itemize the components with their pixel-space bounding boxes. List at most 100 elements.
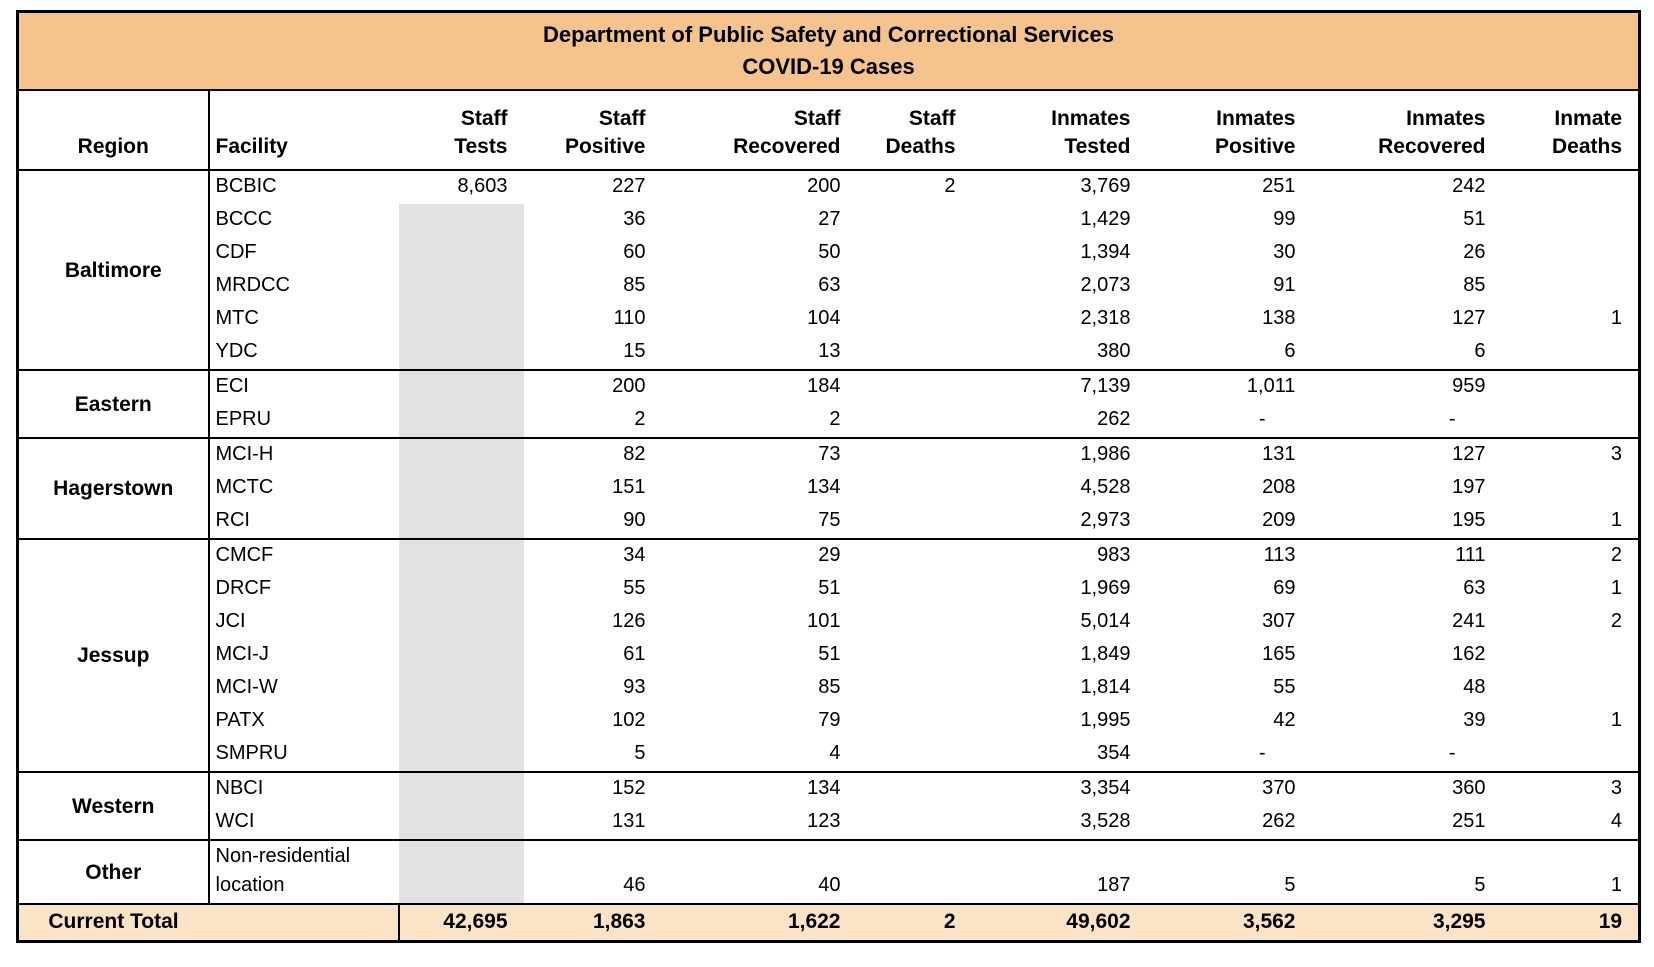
cell-staff_tests [398,336,524,370]
facility-name: MCI-H [208,437,399,472]
cell-inmates_positive: 131 [1146,437,1312,472]
cell-inmates_positive: 91 [1273,274,1296,296]
report-sheet: Department of Public Safety and Correcti… [16,10,1642,943]
cell-staff_positive: 5 [634,742,646,764]
cell-staff_positive: 200 [523,369,662,404]
cell-staff_positive: 85 [623,274,646,296]
covid-cases-table: Department of Public Safety and Correcti… [16,10,1642,943]
cell-staff_tests [398,672,524,705]
cell-staff_deaths [857,336,972,370]
cell-inmates_positive: 208 [1262,476,1296,498]
cell-staff_tests [398,606,524,639]
region-label-eastern: Eastern [17,369,210,438]
cell-inmates_tested: 5,014 [1080,610,1131,632]
current-total-label-cell: Current Total [17,903,400,942]
cell-inmates_positive: 69 [1273,577,1296,599]
cell-inmates_tested: 3,528 [1080,810,1131,832]
cell-inmates_positive: 6 [1284,340,1296,362]
facility-name: MCI-J [215,643,269,665]
cell-inmates_recovered: 241 [1452,610,1486,632]
cell-staff_tests [398,639,524,672]
cell-inmates_tested: 3,354 [971,771,1147,806]
facility-row: Baltimore BCBIC 8,603 227 200 2 3,769 251 242 [17,169,1640,370]
cell-inmates_positive: 209 [1262,509,1296,531]
cell-inmates_positive: 30 [1273,241,1296,263]
region-label-baltimore: Baltimore [17,169,210,370]
current-total-label: Current Total [48,910,179,933]
region-label-hagerstown: Hagerstown [17,437,210,539]
cell-inmate_deaths: 1 [1610,709,1623,731]
cell-inmates_positive: 99 [1273,208,1296,230]
cell-inmates_recovered: - [1448,742,1456,764]
cell-staff_recovered: 104 [807,307,841,329]
cell-staff_recovered: 200 [661,169,857,204]
facility-row: Eastern ECI 200 184 7,139 1,011 959 [17,369,1640,438]
facility-name: MCTC [215,476,274,498]
cell-staff_deaths [857,806,972,840]
column-header-inmate_deaths: Inmate Deaths [1501,90,1640,171]
cell-inmate_deaths [1501,169,1640,204]
cell-staff_tests: 8,603 [398,169,524,204]
cell-inmates_positive: 251 [1146,169,1312,204]
cell-staff_deaths [857,639,972,672]
facility-name: BCBIC [208,169,399,204]
current-total-row: Current Total 42,695 1,863 1,622 2 49,602 3,5… [17,903,1640,942]
cell-inmate_deaths: 1 [1610,577,1623,599]
cell-inmates_positive: - [1258,408,1266,430]
cell-inmate_deaths: 3 [1501,771,1640,806]
total-cell-inmate_deaths: 19 [1501,903,1640,942]
cell-staff_deaths [857,705,972,738]
cell-staff_positive: 60 [623,241,646,263]
title-row: Department of Public Safety and Correcti… [17,11,1640,91]
facility-row: Jessup CMCF 34 29 983 113 111 2 [17,538,1640,772]
cell-staff_recovered: 4 [829,742,841,764]
cell-staff_recovered: 50 [818,241,841,263]
cell-staff_recovered: 29 [661,538,857,573]
column-header-inmates_recovered: Inmates Recovered [1311,90,1502,171]
cell-staff_deaths [857,573,972,606]
facility-row: WCI 131 123 3,528 262 251 4 [18,806,1640,840]
cell-inmates_positive: 5 [1146,839,1312,904]
column-header-facility: Facility [208,90,399,171]
cell-inmates_positive: 42 [1273,709,1296,731]
cell-staff_positive: 93 [623,676,646,698]
facility-row: MCI-J 61 51 1,849 165 162 [18,639,1640,672]
column-header-staff_deaths: Staff Deaths [856,90,972,171]
facility-name: MTC [215,307,259,329]
total-cell-staff_tests: 42,695 [398,903,524,942]
cell-inmates_recovered: 51 [1463,208,1486,230]
cell-staff_positive: 126 [612,610,646,632]
cell-staff_deaths [856,771,972,806]
cell-staff_deaths [856,437,972,472]
facility-name: ECI [208,369,399,404]
cell-inmates_positive: 370 [1146,771,1312,806]
cell-inmate_deaths: 4 [1610,810,1623,832]
facility-row: MCI-W 93 85 1,814 55 48 [18,672,1640,705]
cell-inmates_recovered: 162 [1452,643,1486,665]
cell-inmate_deaths [1502,639,1640,672]
cell-inmates_positive: - [1258,742,1266,764]
cell-staff_deaths [857,472,972,505]
cell-inmate_deaths [1502,404,1640,438]
cell-inmate_deaths [1502,237,1640,270]
cell-inmates_tested: 1,394 [1080,241,1131,263]
cell-inmates_tested: 983 [971,538,1147,573]
cell-inmate_deaths [1502,270,1640,303]
cell-staff_recovered: 134 [661,771,857,806]
cell-staff_tests [398,705,524,738]
cell-staff_recovered: 13 [818,340,841,362]
cell-inmates_tested: 4,528 [1080,476,1131,498]
cell-staff_recovered: 73 [661,437,857,472]
cell-inmates_tested: 1,429 [1080,208,1131,230]
column-header-staff_positive: Staff Positive [523,90,662,171]
cell-inmate_deaths: 1 [1610,509,1623,531]
cell-staff_tests [398,369,524,404]
cell-inmates_positive: 165 [1262,643,1296,665]
total-cell-inmates_tested: 49,602 [971,903,1147,942]
cell-staff_deaths [857,505,972,539]
facility-name: JCI [215,610,246,632]
facility-name: CMCF [208,538,399,573]
facility-name: SMPRU [215,742,288,764]
cell-inmates_tested: 1,995 [1080,709,1131,731]
cell-staff_deaths [857,270,972,303]
